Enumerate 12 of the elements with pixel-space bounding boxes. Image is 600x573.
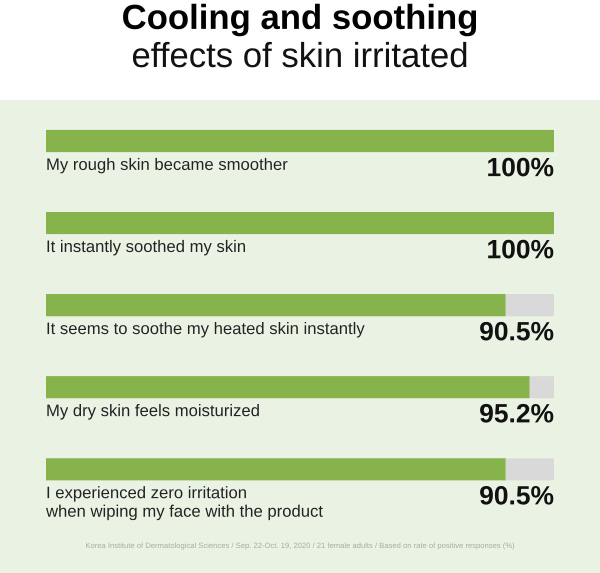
y-tick-label: My dry skin feels moisturized (47, 404, 259, 420)
data-label: 100% (488, 158, 554, 176)
y-tick-label: It instantly soothed my skin (48, 240, 246, 256)
data-label: 95.2% (480, 404, 554, 423)
y-tick-label: It seems to soothe my heated skin instantly (48, 322, 365, 338)
y-tick-label: I experienced zero irritation when wiping my face with the product (46, 486, 323, 520)
data-label: 90.5% (480, 486, 554, 505)
data-label: 100% (488, 240, 554, 258)
data-label: 90.5% (480, 322, 554, 341)
y-tick-label: My rough skin became smoother (47, 158, 288, 174)
chart-title: Cooling and soothing (123, 4, 476, 36)
chart-subtitle: effects of skin irritated (132, 42, 466, 68)
